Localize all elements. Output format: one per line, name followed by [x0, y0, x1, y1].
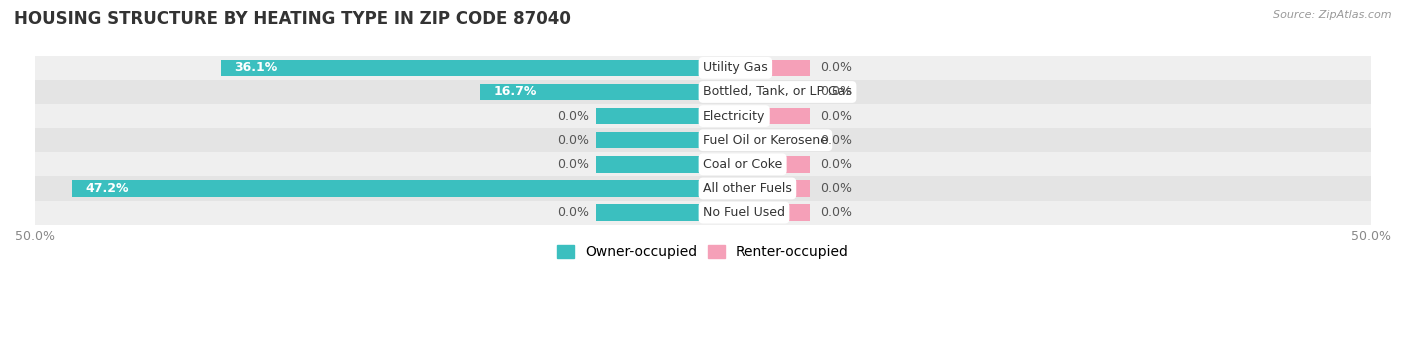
Text: No Fuel Used: No Fuel Used [703, 206, 785, 219]
Text: 0.0%: 0.0% [557, 134, 589, 147]
Bar [703, 180, 810, 197]
Text: Fuel Oil or Kerosene: Fuel Oil or Kerosene [703, 134, 828, 147]
Text: 0.0%: 0.0% [821, 61, 852, 74]
Bar [596, 156, 703, 172]
Bar [703, 84, 810, 100]
Text: 0.0%: 0.0% [557, 206, 589, 219]
Bar [703, 59, 810, 76]
Text: HOUSING STRUCTURE BY HEATING TYPE IN ZIP CODE 87040: HOUSING STRUCTURE BY HEATING TYPE IN ZIP… [14, 10, 571, 28]
Text: 0.0%: 0.0% [821, 134, 852, 147]
Bar [703, 156, 810, 172]
Bar [35, 201, 1371, 225]
Text: 0.0%: 0.0% [557, 109, 589, 123]
Bar [596, 108, 703, 124]
Text: 0.0%: 0.0% [821, 206, 852, 219]
Text: 36.1%: 36.1% [233, 61, 277, 74]
Text: Bottled, Tank, or LP Gas: Bottled, Tank, or LP Gas [703, 85, 852, 99]
Text: 0.0%: 0.0% [821, 85, 852, 99]
Text: 0.0%: 0.0% [821, 158, 852, 171]
Text: 0.0%: 0.0% [557, 158, 589, 171]
Text: Utility Gas: Utility Gas [703, 61, 768, 74]
Bar [35, 56, 1371, 80]
Bar [221, 59, 703, 76]
Bar [703, 204, 810, 221]
Text: Electricity: Electricity [703, 109, 765, 123]
Legend: Owner-occupied, Renter-occupied: Owner-occupied, Renter-occupied [551, 240, 855, 265]
Bar [35, 104, 1371, 128]
Text: 0.0%: 0.0% [821, 182, 852, 195]
Bar [596, 132, 703, 149]
Bar [35, 176, 1371, 201]
Bar [703, 108, 810, 124]
Text: All other Fuels: All other Fuels [703, 182, 792, 195]
Bar [479, 84, 703, 100]
Text: 0.0%: 0.0% [821, 109, 852, 123]
Bar [596, 204, 703, 221]
Bar [35, 152, 1371, 176]
Text: Source: ZipAtlas.com: Source: ZipAtlas.com [1274, 10, 1392, 20]
Bar [72, 180, 703, 197]
Bar [35, 80, 1371, 104]
Bar [703, 132, 810, 149]
Text: 16.7%: 16.7% [494, 85, 537, 99]
Text: 47.2%: 47.2% [86, 182, 129, 195]
Text: Coal or Coke: Coal or Coke [703, 158, 782, 171]
Bar [35, 128, 1371, 152]
